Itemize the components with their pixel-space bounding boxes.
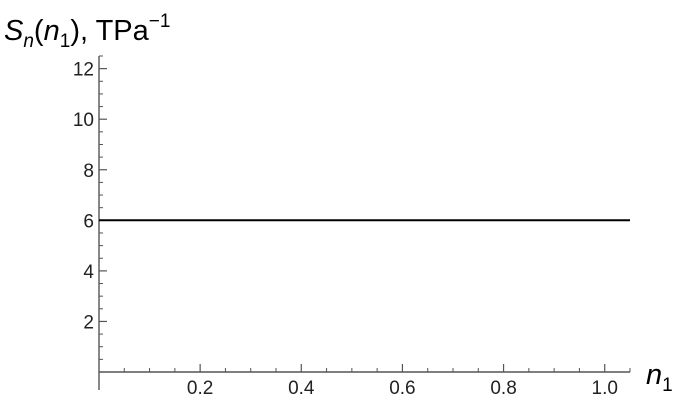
x-tick-label: 1.0 (592, 378, 618, 399)
ticks (99, 55, 631, 372)
x-tick-label: 0.2 (187, 378, 213, 399)
y-tick-label: 12 (73, 60, 94, 81)
y-title-unit: TPa (96, 15, 150, 47)
y-tick-label: 4 (83, 262, 94, 283)
y-axis-title: Sn(n1), TPa−1 (4, 11, 170, 52)
x-title-base: n (646, 359, 662, 391)
y-title-arg-sub: 1 (60, 31, 71, 52)
tick-labels: 0.2 0.4 0.6 0.8 1.0 2 4 6 8 10 12 (73, 60, 618, 399)
x-axis-title: n1 (646, 359, 673, 396)
x-tick-label: 0.6 (389, 378, 415, 399)
axes (98, 56, 630, 390)
y-title-arg: n (44, 15, 60, 47)
y-tick-label: 2 (83, 312, 94, 333)
y-title-base: S (4, 15, 24, 47)
y-title-open: ( (34, 15, 44, 47)
y-tick-label: 8 (83, 161, 94, 182)
y-tick-label: 10 (73, 110, 94, 131)
y-tick-label: 6 (83, 211, 94, 232)
y-title-base-sub: n (23, 31, 34, 52)
x-tick-label: 0.8 (490, 378, 516, 399)
y-title-unit-sup: −1 (149, 11, 171, 32)
y-title-close: ), (70, 15, 95, 47)
x-title-base-sub: 1 (662, 375, 673, 396)
x-tick-label: 0.4 (288, 378, 315, 399)
